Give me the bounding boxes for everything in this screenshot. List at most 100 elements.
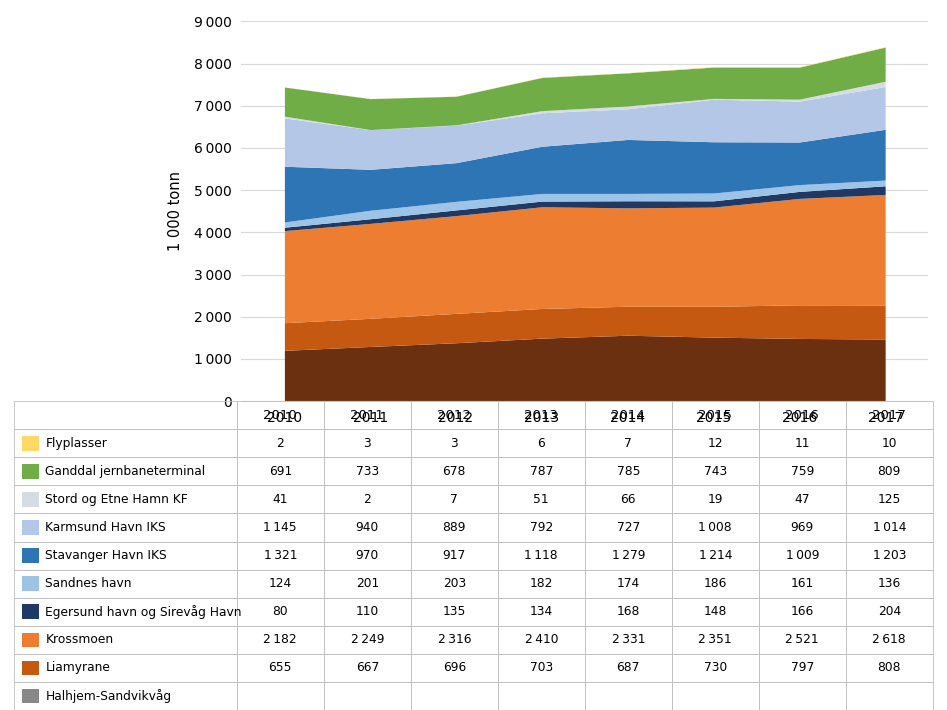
Bar: [671, 401, 759, 430]
Bar: [411, 569, 498, 598]
Text: 7: 7: [451, 493, 458, 506]
Text: 124: 124: [269, 577, 292, 590]
Bar: [759, 682, 846, 710]
Text: 792: 792: [529, 521, 553, 534]
Text: Liamyrane: Liamyrane: [45, 662, 111, 674]
Text: 696: 696: [442, 662, 466, 674]
Text: Stord og Etne Hamn KF: Stord og Etne Hamn KF: [45, 493, 188, 506]
Text: 2 316: 2 316: [438, 633, 471, 646]
Text: 2015: 2015: [698, 409, 732, 422]
Bar: [498, 682, 585, 710]
Text: Stavanger Havn IKS: Stavanger Havn IKS: [45, 549, 167, 562]
Y-axis label: 1 000 tonn: 1 000 tonn: [168, 171, 183, 251]
Bar: [324, 486, 411, 513]
Text: 110: 110: [356, 605, 379, 618]
Bar: [22, 689, 39, 704]
Bar: [759, 569, 846, 598]
Text: 655: 655: [269, 662, 292, 674]
Bar: [759, 654, 846, 682]
Bar: [846, 542, 933, 569]
Text: 161: 161: [791, 577, 813, 590]
Bar: [14, 682, 237, 710]
Bar: [324, 598, 411, 626]
Bar: [22, 660, 39, 675]
Text: 1 214: 1 214: [699, 549, 732, 562]
Text: 2: 2: [277, 437, 284, 449]
Text: 10: 10: [882, 437, 897, 449]
Bar: [237, 654, 324, 682]
Bar: [671, 682, 759, 710]
Bar: [324, 430, 411, 457]
Text: 1 279: 1 279: [612, 549, 645, 562]
Bar: [237, 457, 324, 486]
Text: 19: 19: [707, 493, 723, 506]
Text: 2013: 2013: [525, 409, 558, 422]
Bar: [584, 654, 671, 682]
Text: 917: 917: [442, 549, 466, 562]
Text: 2016: 2016: [785, 409, 819, 422]
Text: 80: 80: [273, 605, 288, 618]
Bar: [584, 626, 671, 654]
Text: 204: 204: [878, 605, 901, 618]
Bar: [498, 457, 585, 486]
Bar: [237, 682, 324, 710]
Text: 797: 797: [791, 662, 813, 674]
Bar: [411, 654, 498, 682]
Bar: [237, 598, 324, 626]
Text: 3: 3: [364, 437, 371, 449]
Bar: [671, 457, 759, 486]
Bar: [22, 520, 39, 535]
Bar: [14, 626, 237, 654]
Text: 1 203: 1 203: [872, 549, 906, 562]
Bar: [22, 464, 39, 479]
Bar: [237, 430, 324, 457]
Bar: [22, 548, 39, 563]
Text: 2017: 2017: [872, 409, 906, 422]
Text: 6: 6: [537, 437, 545, 449]
Text: 667: 667: [356, 662, 379, 674]
Bar: [237, 626, 324, 654]
Text: 970: 970: [356, 549, 379, 562]
Bar: [411, 682, 498, 710]
Bar: [671, 654, 759, 682]
Bar: [498, 486, 585, 513]
Text: 940: 940: [356, 521, 379, 534]
Text: 134: 134: [529, 605, 553, 618]
Bar: [759, 598, 846, 626]
Bar: [324, 542, 411, 569]
Bar: [411, 486, 498, 513]
Bar: [324, 401, 411, 430]
Bar: [846, 569, 933, 598]
Text: 1 008: 1 008: [699, 521, 732, 534]
Bar: [759, 486, 846, 513]
Bar: [14, 513, 237, 542]
Bar: [237, 486, 324, 513]
Bar: [584, 682, 671, 710]
Text: 12: 12: [707, 437, 723, 449]
Bar: [22, 436, 39, 451]
Bar: [324, 682, 411, 710]
Text: 182: 182: [529, 577, 553, 590]
Text: 727: 727: [616, 521, 640, 534]
Bar: [411, 542, 498, 569]
Bar: [846, 654, 933, 682]
Bar: [22, 492, 39, 507]
Bar: [498, 430, 585, 457]
Bar: [671, 626, 759, 654]
Text: 3: 3: [451, 437, 458, 449]
Bar: [411, 626, 498, 654]
Text: 808: 808: [878, 662, 901, 674]
Bar: [671, 598, 759, 626]
Text: 2 351: 2 351: [699, 633, 732, 646]
Bar: [671, 430, 759, 457]
Bar: [846, 682, 933, 710]
Text: 1 014: 1 014: [872, 521, 906, 534]
Bar: [14, 430, 237, 457]
Bar: [671, 542, 759, 569]
Bar: [22, 604, 39, 619]
Text: 186: 186: [704, 577, 727, 590]
Bar: [498, 654, 585, 682]
Text: 733: 733: [356, 465, 379, 478]
Bar: [14, 654, 237, 682]
Bar: [498, 598, 585, 626]
